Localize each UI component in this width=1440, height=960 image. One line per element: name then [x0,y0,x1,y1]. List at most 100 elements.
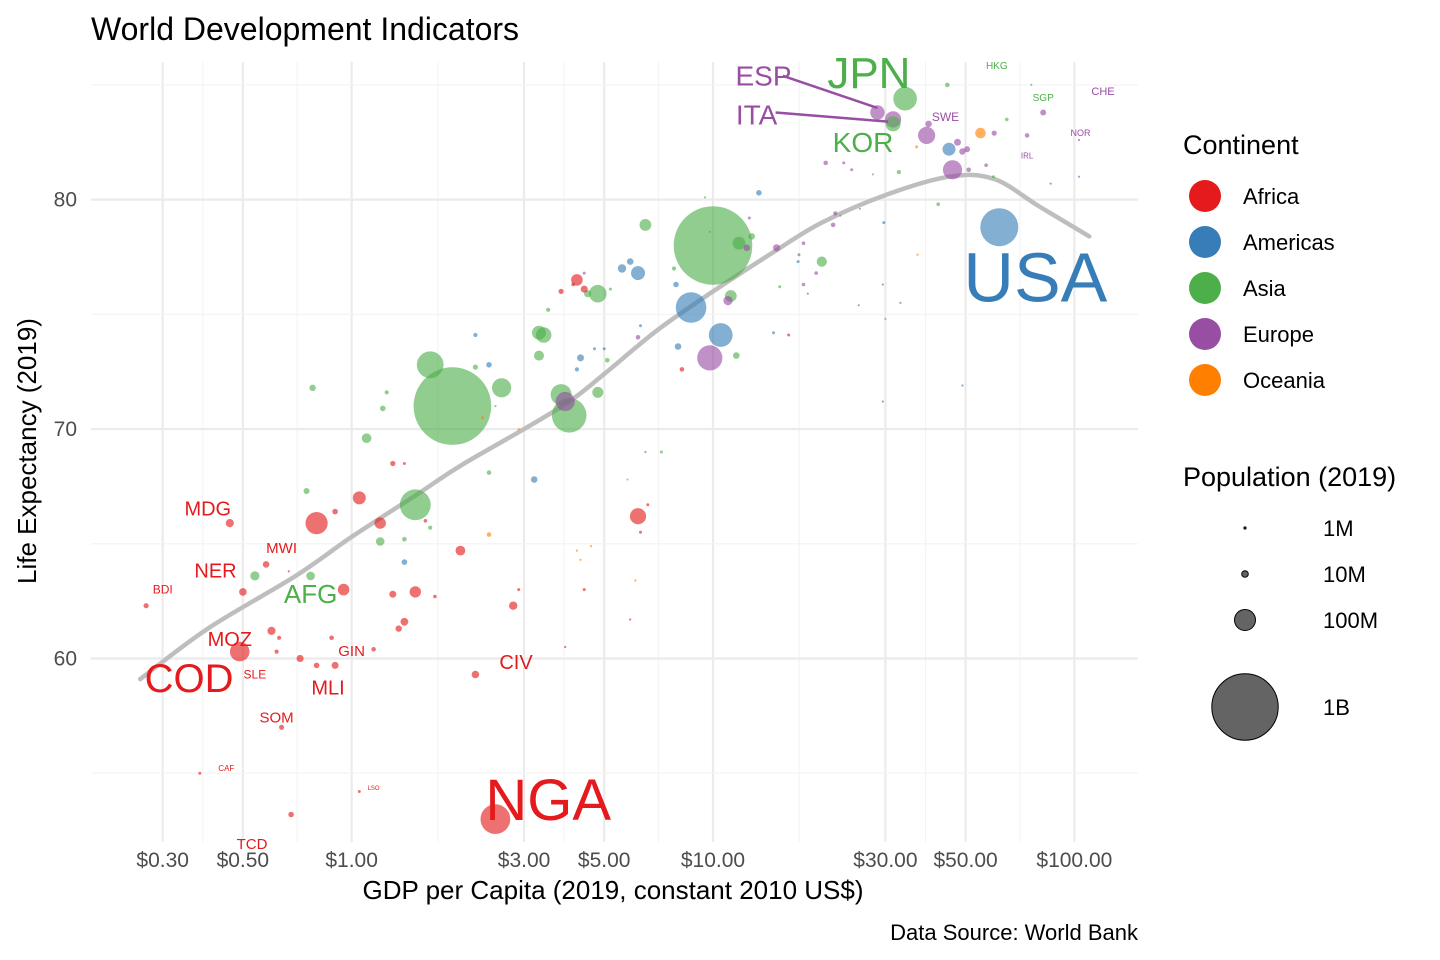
data-point [309,384,316,391]
legend-label: Europe [1243,322,1314,347]
data-point [402,462,406,465]
data-point [582,588,586,592]
data-point [748,233,755,240]
data-point [697,345,723,371]
data-point [635,335,641,340]
country-label: SLE [244,668,267,682]
population-legend: Population (2019) 1M 10M 100M 1B [1183,462,1396,741]
data-point [589,284,607,303]
data-point [575,549,579,552]
data-point [823,160,828,166]
data-point [816,256,827,267]
data-point [332,508,338,515]
data-point [673,281,679,288]
country-label: JPN [827,49,910,98]
data-points [143,82,1081,834]
data-point [732,236,746,250]
data-point [357,790,361,793]
x-tick-label: $5.00 [578,849,631,872]
country-label: ITA [736,99,778,130]
data-point [945,82,950,88]
data-point [331,661,339,669]
data-point [796,260,800,264]
data-point [857,304,860,307]
data-point [401,559,408,565]
data-point [580,285,588,293]
population-legend-title: Population (2019) [1183,462,1396,492]
data-point [400,617,409,626]
data-point [374,517,386,529]
data-point [644,450,647,454]
legend-label: Oceania [1243,368,1326,393]
data-point [329,635,334,641]
population-legend-circle [1211,673,1279,741]
data-point [455,545,466,556]
y-tick-label: 70 [54,418,77,441]
legend-swatch [1189,226,1221,258]
data-point [842,161,846,165]
data-point [1030,83,1033,86]
data-point [916,253,919,256]
legend-label: Africa [1243,184,1300,209]
country-label: BDI [153,583,173,597]
data-point [1049,182,1052,185]
data-point [602,347,606,351]
data-point [592,386,604,398]
data-point [778,285,782,289]
data-point [239,588,247,596]
data-point [229,641,250,662]
data-point [634,579,637,582]
country-label: NOR [1071,128,1092,138]
data-point [631,266,645,281]
data-point [423,519,428,523]
data-point [472,364,478,370]
data-point [679,367,685,372]
data-point [250,571,260,581]
data-point [517,588,521,592]
data-point [1077,138,1081,142]
data-point [814,271,818,275]
country-label: ESP [735,60,791,91]
grid-lines [91,62,1138,842]
data-point [306,571,315,581]
label-leader-line [775,111,889,123]
data-point [375,537,385,546]
data-point [389,590,397,598]
data-point [486,362,492,368]
x-axis-title: GDP per Capita (2019, constant 2010 US$) [362,875,863,905]
data-point [399,489,431,521]
data-point [747,216,751,220]
population-legend-label: 10M [1323,562,1366,587]
data-point [801,241,806,245]
data-point [673,206,753,285]
country-label: SGP [1033,93,1054,104]
data-point [915,145,919,149]
data-point [546,307,551,312]
country-label: CAF [218,764,234,773]
data-point [674,343,682,350]
data-point [980,208,1019,247]
data-point [267,626,276,636]
data-point [675,292,707,323]
data-point [371,647,376,652]
data-point [409,586,421,598]
data-point [582,271,586,275]
data-point [574,367,580,372]
data-point [626,258,634,265]
country-label: LSO [368,786,380,792]
data-point [416,351,444,379]
data-point [428,525,433,530]
data-point [608,287,612,291]
country-label: NER [194,560,236,582]
x-tick-label: $30.00 [853,849,917,872]
data-point [480,416,484,420]
x-tick-label: $0.50 [217,849,270,872]
data-point [942,160,963,180]
country-label: CIV [499,652,533,674]
data-point [743,244,751,252]
data-point [305,511,328,535]
chart-title: World Development Indicators [91,11,519,47]
data-point [870,105,885,120]
data-point [555,391,575,412]
data-point [806,292,809,295]
